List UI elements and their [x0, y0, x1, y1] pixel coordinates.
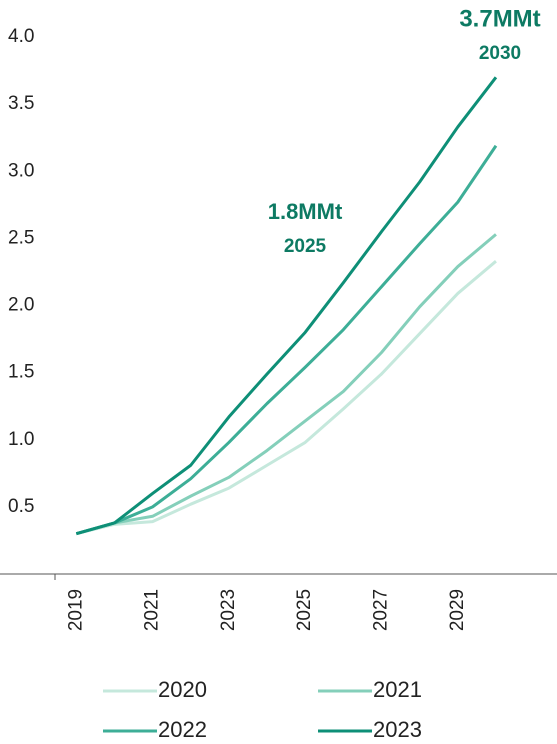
y-tick-label: 3.5: [8, 93, 34, 114]
line-series: [75, 144, 498, 536]
legend-label: 2022: [158, 717, 207, 742]
y-tick-label: 1.5: [8, 362, 34, 383]
x-tick-label: 2019: [65, 589, 86, 631]
x-tick-label: 2021: [142, 589, 163, 631]
line-series: [75, 233, 497, 536]
y-tick-label: 2.5: [8, 227, 34, 248]
legend-label: 2023: [373, 717, 422, 742]
annotation-value: 3.7MMt: [459, 5, 540, 32]
x-tick-label: 2027: [371, 589, 392, 631]
annotation-year: 2025: [284, 236, 327, 257]
y-tick-label: 0.5: [8, 496, 34, 517]
line-series: [75, 76, 498, 536]
x-tick-label: 2025: [294, 589, 315, 631]
line-series: [75, 260, 497, 536]
y-tick-label: 1.0: [8, 429, 34, 450]
legend-label: 2021: [373, 677, 422, 702]
y-tick-label: 4.0: [8, 26, 34, 47]
x-tick-label: 2023: [218, 589, 239, 631]
y-tick-label: 2.0: [8, 295, 34, 316]
x-tick-label: 2029: [447, 589, 468, 631]
annotation-year: 2030: [479, 43, 521, 64]
y-tick-label: 3.0: [8, 160, 34, 181]
legend-label: 2020: [158, 677, 207, 702]
annotation-value: 1.8MMt: [268, 199, 343, 224]
